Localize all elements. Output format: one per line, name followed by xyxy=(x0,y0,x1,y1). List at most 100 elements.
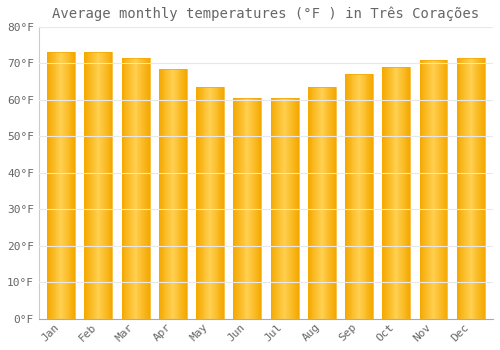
Bar xyxy=(438,60,439,319)
Bar xyxy=(47,52,48,319)
Bar xyxy=(324,87,326,319)
Bar xyxy=(270,98,298,319)
Bar xyxy=(345,74,346,319)
Bar xyxy=(237,98,238,319)
Bar xyxy=(333,87,334,319)
Bar xyxy=(480,58,481,319)
Bar xyxy=(58,52,59,319)
Bar xyxy=(294,98,295,319)
Bar xyxy=(289,98,290,319)
Bar xyxy=(310,87,312,319)
Bar xyxy=(105,52,106,319)
Bar xyxy=(282,98,284,319)
Bar xyxy=(442,60,443,319)
Bar xyxy=(146,58,147,319)
Bar xyxy=(349,74,350,319)
Bar xyxy=(383,67,384,319)
Bar xyxy=(291,98,292,319)
Bar xyxy=(52,52,53,319)
Bar xyxy=(89,52,90,319)
Bar xyxy=(400,67,401,319)
Bar xyxy=(136,58,138,319)
Bar xyxy=(444,60,446,319)
Bar xyxy=(130,58,131,319)
Bar xyxy=(66,52,68,319)
Bar xyxy=(404,67,406,319)
Bar xyxy=(270,98,272,319)
Bar xyxy=(173,69,174,319)
Bar xyxy=(171,69,172,319)
Bar xyxy=(388,67,389,319)
Bar xyxy=(437,60,438,319)
Bar xyxy=(424,60,425,319)
Bar xyxy=(84,52,112,319)
Bar xyxy=(457,58,458,319)
Bar xyxy=(148,58,150,319)
Bar xyxy=(249,98,250,319)
Bar xyxy=(131,58,132,319)
Bar xyxy=(253,98,254,319)
Bar xyxy=(292,98,293,319)
Bar xyxy=(144,58,145,319)
Bar xyxy=(103,52,104,319)
Bar xyxy=(235,98,236,319)
Bar xyxy=(90,52,91,319)
Bar xyxy=(464,58,465,319)
Bar xyxy=(402,67,403,319)
Bar xyxy=(92,52,93,319)
Bar xyxy=(172,69,173,319)
Bar xyxy=(316,87,317,319)
Bar xyxy=(476,58,477,319)
Bar xyxy=(238,98,239,319)
Bar xyxy=(133,58,134,319)
Bar xyxy=(174,69,176,319)
Bar xyxy=(240,98,241,319)
Bar xyxy=(239,98,240,319)
Bar xyxy=(54,52,56,319)
Bar xyxy=(96,52,98,319)
Bar xyxy=(361,74,362,319)
Bar xyxy=(204,87,206,319)
Bar xyxy=(308,87,310,319)
Bar xyxy=(280,98,281,319)
Bar xyxy=(277,98,278,319)
Bar xyxy=(286,98,288,319)
Bar xyxy=(420,60,422,319)
Bar xyxy=(350,74,352,319)
Bar xyxy=(335,87,336,319)
Bar xyxy=(293,98,294,319)
Bar xyxy=(359,74,360,319)
Bar xyxy=(295,98,296,319)
Bar xyxy=(108,52,110,319)
Bar xyxy=(401,67,402,319)
Bar xyxy=(49,52,50,319)
Bar xyxy=(403,67,404,319)
Bar xyxy=(107,52,108,319)
Bar xyxy=(370,74,371,319)
Bar xyxy=(382,67,383,319)
Bar xyxy=(70,52,72,319)
Bar xyxy=(86,52,87,319)
Bar xyxy=(122,58,124,319)
Bar xyxy=(441,60,442,319)
Bar xyxy=(198,87,199,319)
Bar xyxy=(180,69,181,319)
Bar xyxy=(252,98,253,319)
Bar xyxy=(466,58,467,319)
Bar xyxy=(132,58,133,319)
Bar xyxy=(312,87,314,319)
Bar xyxy=(48,52,49,319)
Bar xyxy=(246,98,248,319)
Bar xyxy=(129,58,130,319)
Bar xyxy=(474,58,476,319)
Bar xyxy=(91,52,92,319)
Bar xyxy=(147,58,148,319)
Bar xyxy=(202,87,203,319)
Bar xyxy=(254,98,255,319)
Bar xyxy=(53,52,54,319)
Bar xyxy=(258,98,260,319)
Bar xyxy=(399,67,400,319)
Bar xyxy=(275,98,276,319)
Bar xyxy=(141,58,142,319)
Bar xyxy=(61,52,62,319)
